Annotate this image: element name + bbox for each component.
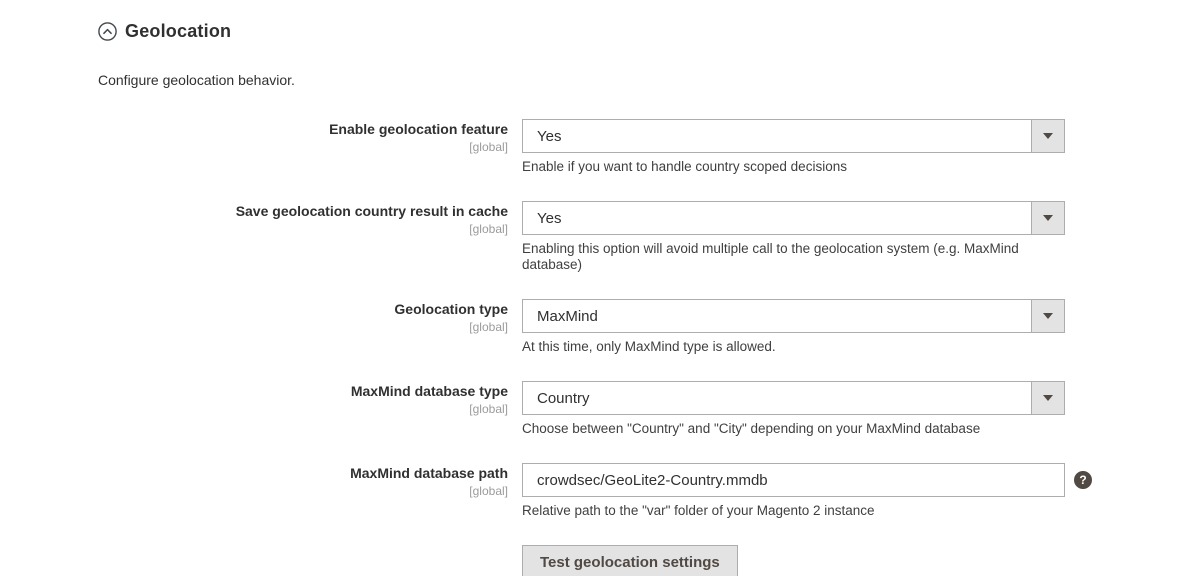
field-scope: [global] xyxy=(469,402,508,416)
field-col: ? Relative path to the "var" folder of y… xyxy=(522,463,1092,519)
field-col: MaxMind At this time, only MaxMind type … xyxy=(522,299,1065,355)
label-col: MaxMind database path [global] xyxy=(98,463,508,519)
field-label: MaxMind database type xyxy=(350,383,508,399)
select-value: MaxMind xyxy=(537,307,598,325)
field-comment: At this time, only MaxMind type is allow… xyxy=(522,339,776,354)
save-cache-select[interactable]: Yes xyxy=(522,201,1065,235)
form-row-maxmind-db-path: MaxMind database path [global] ? Relativ… xyxy=(98,463,1200,519)
field-comment: Enable if you want to handle country sco… xyxy=(522,159,847,174)
field-label: Geolocation type xyxy=(394,301,508,317)
field-scope: [global] xyxy=(469,140,508,154)
select-value: Yes xyxy=(537,127,562,145)
label-col: MaxMind database type [global] xyxy=(98,381,508,437)
collapse-chevron-up-icon[interactable] xyxy=(98,22,117,41)
geolocation-type-select[interactable]: MaxMind xyxy=(522,299,1065,333)
field-label: Enable geolocation feature xyxy=(329,121,508,137)
dropdown-caret-icon[interactable] xyxy=(1031,120,1064,152)
section-title: Geolocation xyxy=(125,21,232,41)
field-comment: Relative path to the "var" folder of you… xyxy=(522,503,875,518)
form-row-maxmind-db-type: MaxMind database type [global] Country C… xyxy=(98,381,1200,437)
field-col: Country Choose between "Country" and "Ci… xyxy=(522,381,1065,437)
form-row-enable-geolocation: Enable geolocation feature [global] Yes … xyxy=(98,119,1200,175)
field-col: Test geolocation settings xyxy=(522,545,1065,576)
label-col-empty xyxy=(98,545,508,576)
maxmind-db-type-select[interactable]: Country xyxy=(522,381,1065,415)
field-col: Yes Enabling this option will avoid mult… xyxy=(522,201,1065,273)
field-scope: [global] xyxy=(469,484,508,498)
label-col: Geolocation type [global] xyxy=(98,299,508,355)
field-comment: Choose between "Country" and "City" depe… xyxy=(522,421,981,436)
select-value: Yes xyxy=(537,209,562,227)
section-header-geolocation[interactable]: Geolocation xyxy=(98,21,1200,42)
label-col: Enable geolocation feature [global] xyxy=(98,119,508,175)
form-row-actions: Test geolocation settings xyxy=(98,545,1200,576)
dropdown-caret-icon[interactable] xyxy=(1031,202,1064,234)
label-col: Save geolocation country result in cache… xyxy=(98,201,508,273)
section-description: Configure geolocation behavior. xyxy=(98,72,295,88)
field-scope: [global] xyxy=(469,222,508,236)
field-comment: Enabling this option will avoid multiple… xyxy=(522,241,1019,272)
select-value: Country xyxy=(537,389,590,407)
help-glyph: ? xyxy=(1079,473,1087,487)
maxmind-database-path-input[interactable] xyxy=(522,463,1065,497)
dropdown-caret-icon[interactable] xyxy=(1031,300,1064,332)
form-row-geolocation-type: Geolocation type [global] MaxMind At thi… xyxy=(98,299,1200,355)
field-label: MaxMind database path xyxy=(350,465,508,481)
dropdown-caret-icon[interactable] xyxy=(1031,382,1064,414)
field-scope: [global] xyxy=(469,320,508,334)
enable-geolocation-select[interactable]: Yes xyxy=(522,119,1065,153)
field-label: Save geolocation country result in cache xyxy=(235,203,508,219)
form-row-save-cache: Save geolocation country result in cache… xyxy=(98,201,1200,273)
test-geolocation-settings-button[interactable]: Test geolocation settings xyxy=(522,545,738,576)
help-question-icon[interactable]: ? xyxy=(1074,471,1092,489)
field-col: Yes Enable if you want to handle country… xyxy=(522,119,1065,175)
